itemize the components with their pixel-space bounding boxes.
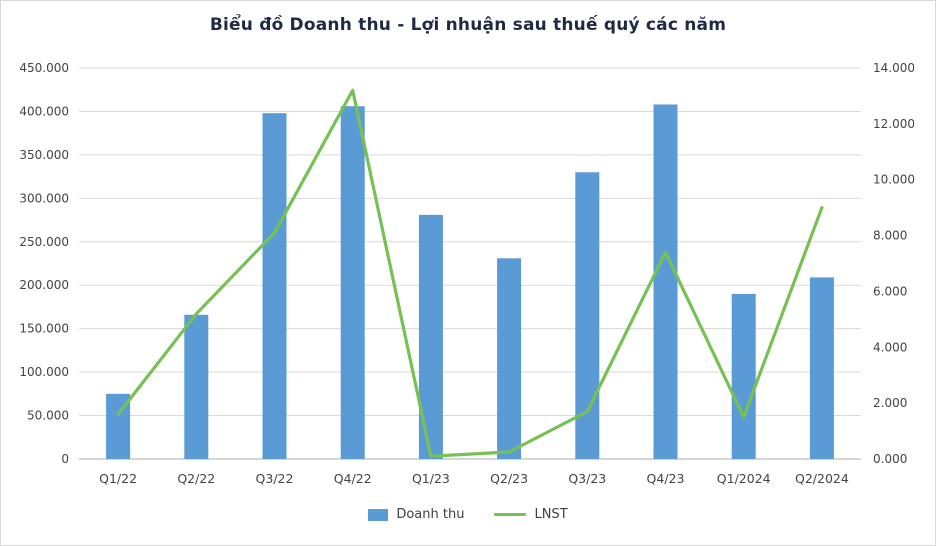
x-axis-label: Q4/22 [334,471,372,486]
left-axis-label: 200.000 [19,278,69,292]
legend-item-doanh-thu: Doanh thu [368,507,464,522]
x-axis-label: Q2/22 [177,471,215,486]
left-axis-label: 300.000 [19,191,69,205]
x-axis-label: Q1/23 [412,471,450,486]
legend-swatch-bar-icon [368,508,389,521]
legend-label-doanh-thu: Doanh thu [396,507,465,522]
legend-label-lnst: LNST [534,507,568,522]
right-axis-label: 4.000 [873,340,907,354]
right-axis-label: 8.000 [873,229,907,243]
bar-q2-2024 [809,277,834,459]
right-axis-label: 0.000 [873,452,907,466]
left-axis-label: 250.000 [19,235,69,249]
right-axis-label: 12.000 [873,117,915,131]
bar-q3-22 [262,113,287,459]
left-axis-label: 100.000 [19,365,69,379]
right-axis-label: 14.000 [873,61,915,75]
legend-item-lnst: LNST [494,507,568,522]
lnst-line [116,88,824,458]
x-axis-label: Q2/23 [490,471,528,486]
left-axis-label: 450.000 [19,61,69,75]
chart-legend: Doanh thu LNST [1,507,935,522]
x-axis-label: Q3/23 [568,471,606,486]
bar-q4-23 [653,104,678,459]
left-axis-label: 50.000 [27,409,69,423]
bar-q2-23 [497,258,522,459]
bar-q1-2024 [731,293,756,459]
right-axis-label: 2.000 [873,396,907,410]
x-axis-label: Q1/2024 [717,471,771,486]
right-axis-label: 10.000 [873,173,915,187]
x-axis-label: Q3/22 [256,471,294,486]
left-axis-label: 0 [61,452,69,466]
x-axis-label: Q4/23 [647,471,685,486]
legend-swatch-line-icon [494,513,527,516]
left-axis-label: 150.000 [19,322,69,336]
left-axis-label: 400.000 [19,104,69,118]
chart-title: Biểu đồ Doanh thu - Lợi nhuận sau thuế q… [209,15,727,35]
bar-q2-22 [184,314,209,459]
x-axis-label: Q1/22 [99,471,137,486]
left-axis-label: 350.000 [19,148,69,162]
bar-q4-22 [340,106,365,459]
right-axis-label: 6.000 [873,284,907,298]
x-axis-label: Q2/2024 [795,471,849,486]
